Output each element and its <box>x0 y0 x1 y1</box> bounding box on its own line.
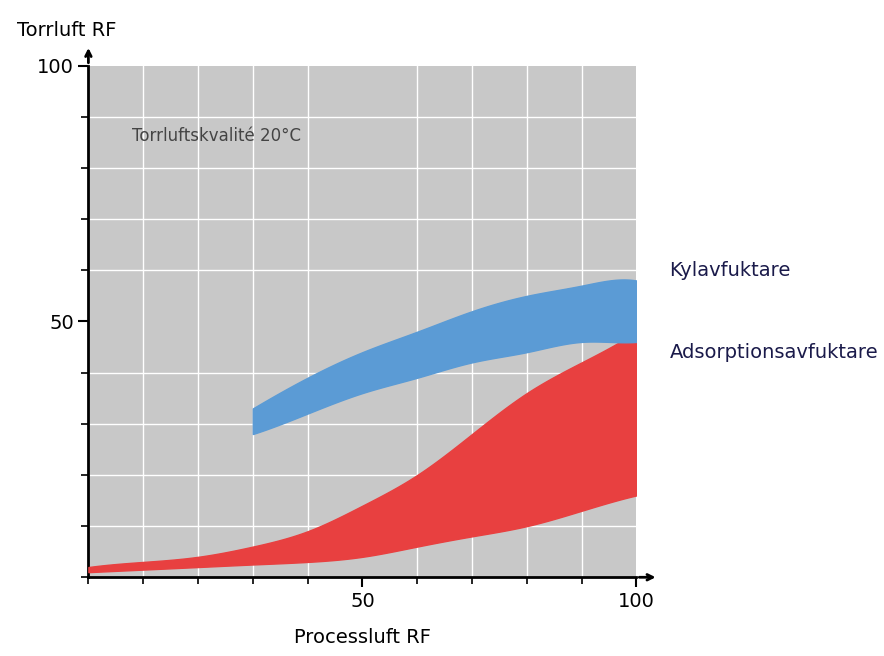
Text: Torrluft RF: Torrluft RF <box>17 21 117 40</box>
Text: Kylavfuktare: Kylavfuktare <box>669 261 791 279</box>
Text: Adsorptionsavfuktare: Adsorptionsavfuktare <box>669 342 878 361</box>
Text: Processluft RF: Processluft RF <box>294 628 431 647</box>
Text: Torrluftskvalité 20°C: Torrluftskvalité 20°C <box>133 127 301 145</box>
